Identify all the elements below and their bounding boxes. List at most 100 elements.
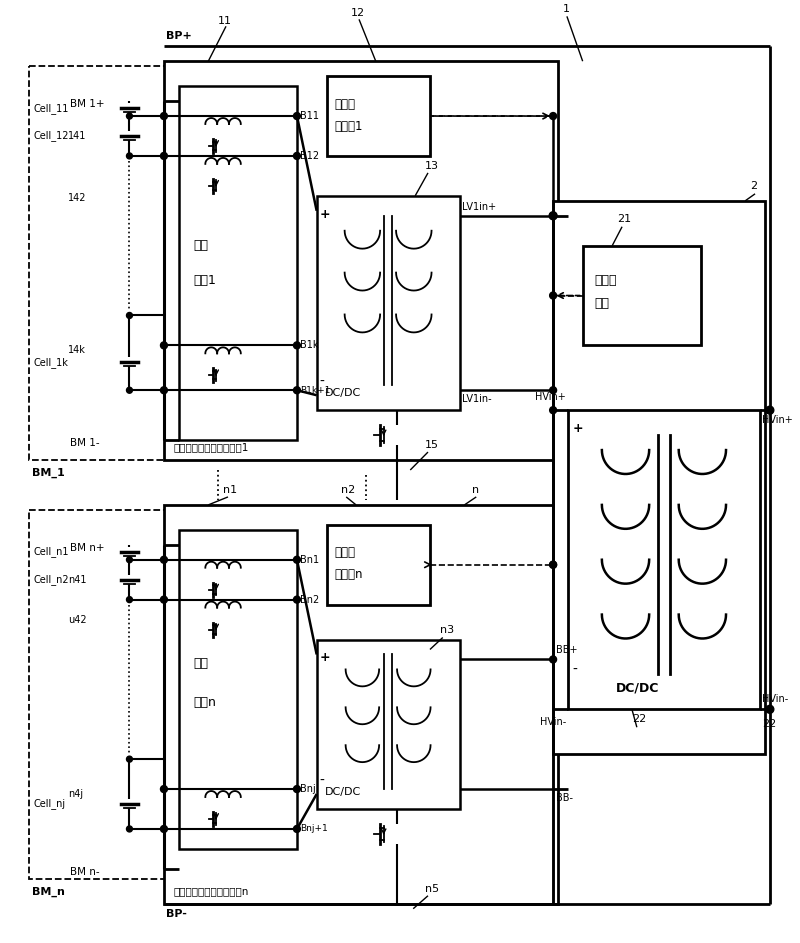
Circle shape [294,556,301,563]
Text: Bn1: Bn1 [300,554,319,565]
Bar [164,61,558,460]
Circle shape [294,387,301,394]
Circle shape [161,342,167,349]
Text: B12: B12 [300,151,319,161]
Bar [29,66,167,460]
Circle shape [126,556,133,563]
Circle shape [126,756,133,762]
Text: DC/DC: DC/DC [616,682,659,694]
Text: Bn2: Bn2 [300,595,319,604]
Text: BP+: BP+ [166,31,192,41]
Text: 制模块n: 制模块n [334,569,363,581]
Circle shape [550,561,557,569]
Text: Cell_n1: Cell_n1 [34,546,70,557]
Bar [582,246,701,345]
Text: BM 1-: BM 1- [70,438,100,448]
Bar [317,639,459,809]
Text: 2: 2 [750,181,758,190]
Text: n1: n1 [223,485,237,495]
Text: 主控制: 主控制 [594,274,617,287]
Text: 本地控: 本地控 [334,97,355,110]
Text: BB+: BB+ [556,645,578,655]
Text: 制模块1: 制模块1 [334,120,363,133]
Text: 13: 13 [425,161,439,171]
Text: -: - [320,774,325,788]
Text: +: + [573,422,583,435]
Text: u42: u42 [68,615,87,624]
Text: 开关: 开关 [194,239,209,252]
Circle shape [766,406,774,414]
Text: 15: 15 [425,440,439,450]
Bar [317,196,459,410]
Text: 本地控: 本地控 [334,546,355,559]
Circle shape [161,596,167,604]
Circle shape [161,387,167,394]
Text: 141: 141 [68,131,86,141]
Text: DC/DC: DC/DC [325,787,361,797]
Circle shape [126,153,133,159]
Circle shape [126,312,133,319]
Circle shape [294,786,301,792]
Circle shape [550,406,557,414]
Text: 开关: 开关 [194,657,209,670]
Text: HVin-: HVin- [540,718,566,727]
Circle shape [766,705,774,713]
Text: HVin+: HVin+ [762,415,793,425]
Circle shape [294,112,301,120]
Circle shape [294,825,301,833]
Text: n41: n41 [68,574,87,585]
Text: 11: 11 [218,16,232,26]
Text: Cell_1k: Cell_1k [34,356,69,368]
Text: B1k+1: B1k+1 [300,386,330,395]
Bar [178,86,297,440]
Text: n5: n5 [425,884,439,894]
Text: BM_1: BM_1 [32,468,65,478]
Text: Cell_12: Cell_12 [34,130,70,141]
Text: 电池单元复合型均衡模块n: 电池单元复合型均衡模块n [174,885,249,896]
Circle shape [161,153,167,159]
Text: n3: n3 [440,624,454,635]
Circle shape [550,212,557,219]
Circle shape [126,826,133,832]
Circle shape [161,556,167,563]
Circle shape [550,561,557,569]
Bar [553,201,765,754]
Text: 模块: 模块 [594,297,610,310]
Text: B1k: B1k [300,340,318,351]
Text: n4j: n4j [68,789,83,799]
Text: 矩阵n: 矩阵n [194,696,216,708]
Text: 1: 1 [563,5,570,14]
Text: HVin+: HVin+ [535,392,566,403]
Text: 电池单元复合型均衡模块1: 电池单元复合型均衡模块1 [174,442,249,452]
Text: Cell_11: Cell_11 [34,103,70,113]
Text: LV1in-: LV1in- [462,394,492,405]
Circle shape [549,212,557,220]
Circle shape [550,112,557,120]
Bar [568,410,760,709]
Text: 14k: 14k [68,345,86,356]
Circle shape [294,596,301,604]
Circle shape [294,153,301,159]
Text: +: + [320,207,330,221]
Text: Bnj+1: Bnj+1 [300,824,328,834]
Circle shape [126,597,133,603]
Text: BM n+: BM n+ [70,543,105,553]
Text: Cell_nj: Cell_nj [34,799,66,809]
Text: +: + [320,652,330,665]
Bar [29,510,167,879]
Text: DC/DC: DC/DC [325,389,361,398]
Text: Bnj: Bnj [300,784,316,794]
Text: BM 1+: BM 1+ [70,99,105,109]
Text: 22: 22 [632,714,646,724]
Bar [164,505,558,903]
Text: 12: 12 [351,8,366,18]
Text: 142: 142 [68,192,87,203]
Bar [326,525,430,604]
Circle shape [550,387,557,394]
Circle shape [161,112,167,120]
Text: 22: 22 [762,720,776,729]
Circle shape [126,388,133,393]
Text: BP-: BP- [166,909,186,918]
Circle shape [161,825,167,833]
Text: n: n [472,485,479,495]
